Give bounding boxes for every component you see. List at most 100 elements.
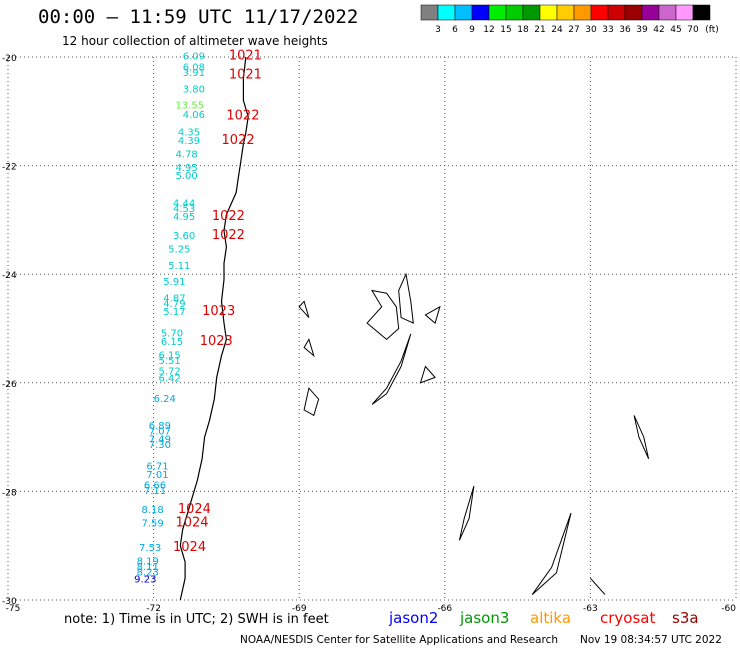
wave-height-label: 3.91 (183, 68, 205, 79)
inland-water-outline (366, 289, 400, 341)
wave-height-label: 7.07 (149, 426, 171, 437)
map-subtitle: 12 hour collection of altimeter wave hei… (62, 34, 328, 48)
longitude-label: -60 (721, 604, 736, 614)
wave-height-label: 4.78 (175, 149, 197, 160)
inland-water-outline (371, 333, 412, 405)
wave-height-label: 7.53 (139, 543, 161, 554)
inland-water-outline (458, 485, 475, 541)
legend-tick-label: 18 (517, 25, 529, 35)
inland-water-outline (424, 305, 441, 324)
map-title: 00:00 – 11:59 UTC 11/17/2022 (38, 6, 359, 28)
wave-height-label: 6.42 (158, 374, 180, 385)
wave-height-label: 5.11 (168, 261, 190, 272)
longitude-label: -63 (583, 604, 598, 614)
wave-height-label: 4.39 (178, 136, 200, 147)
pressure-label: 1022 (212, 228, 245, 243)
graticule (7, 56, 737, 601)
wave-height-label: 4.53 (173, 204, 195, 215)
legend-tick-label: 27 (568, 25, 579, 35)
latitude-label: -26 (2, 380, 17, 390)
wave-height-label: 13.55 (175, 101, 204, 112)
latitude-label: -30 (2, 597, 17, 607)
wave-height-label: 8.11 (137, 562, 159, 573)
pressure-label: 1021 (229, 49, 262, 64)
inland-water-outline (633, 415, 650, 460)
wave-height-label: 7.30 (149, 440, 171, 451)
wave-height-label: 6.24 (154, 394, 176, 405)
latitude-label: -28 (2, 488, 17, 498)
wave-height-label: 5.91 (163, 277, 185, 288)
wave-height-label: 5.17 (163, 307, 185, 318)
satellite-altika: altika (530, 609, 572, 627)
legend-swatch (692, 4, 711, 21)
wave-height-label: 8.23 (137, 568, 159, 579)
wave-height-label: 5.70 (161, 329, 183, 340)
longitude-label: -66 (437, 604, 452, 614)
latitude-label: -22 (2, 163, 17, 173)
longitude-label: -69 (292, 604, 307, 614)
legend-tick-label: 45 (670, 25, 681, 35)
wave-height-label: 8.18 (141, 505, 163, 516)
longitude-label: -75 (6, 604, 21, 614)
pressure-label: 1022 (226, 108, 259, 123)
wave-height-label: 4.95 (173, 212, 195, 223)
wave-height-label: 6.89 (149, 421, 171, 432)
wave-height-label: 4.44 (173, 198, 195, 209)
satellite-jason2: jason2 (389, 609, 439, 627)
wave-height-label: 4.95 (175, 163, 197, 174)
legend-tick-label: 33 (602, 25, 613, 35)
pressure-label: 1022 (212, 209, 245, 224)
wave-height-label: 5.51 (158, 356, 180, 367)
wave-height-label: 7.59 (141, 519, 163, 530)
wave-height-label: 5.25 (168, 244, 190, 255)
wave-height-label: 8.19 (137, 557, 159, 568)
wave-height-label: 4.35 (178, 128, 200, 139)
wave-height-label: 4.87 (163, 293, 185, 304)
longitude-label: -72 (146, 604, 161, 614)
wave-height-label: 3.80 (183, 84, 205, 95)
satellite-cryosat: cryosat (600, 609, 656, 627)
wave-height-label: 7.11 (144, 486, 166, 497)
legend-tick-label: 42 (653, 25, 664, 35)
wave-height-label: 6.09 (183, 52, 205, 63)
wave-height-label: 6.08 (183, 63, 205, 74)
pressure-label: 1024 (173, 540, 206, 555)
wave-height-label: 5.00 (175, 171, 197, 182)
wave-height-label: 3.60 (173, 231, 195, 242)
wave-height-label: 7.01 (146, 470, 168, 481)
satellite-s3a: s3a (672, 609, 699, 627)
legend-tick-label: 39 (636, 25, 648, 35)
satellite-jason3: jason3 (460, 609, 510, 627)
pressure-label: 1022 (222, 133, 255, 148)
pressure-label: 1021 (229, 68, 262, 83)
wave-height-label: 9.23 (134, 575, 156, 586)
legend-tick-label: 9 (469, 25, 475, 35)
legend-tick-label: 24 (551, 25, 563, 35)
latitude-label: -24 (2, 271, 17, 281)
footer-note: note: 1) Time is in UTC; 2) SWH is in fe… (64, 612, 329, 627)
pressure-label: 1023 (200, 334, 233, 349)
inland-water-outline (419, 365, 436, 384)
credit-line: NOAA/NESDIS Center for Satellite Applica… (240, 634, 558, 646)
inland-water-outline (303, 338, 315, 358)
legend-tick-label: 12 (483, 25, 494, 35)
legend-unit: (ft) (705, 25, 719, 35)
legend-tick-label: 6 (452, 25, 458, 35)
inland-water-outline (398, 272, 414, 324)
legend-tick-label: 70 (687, 25, 699, 35)
inland-water-outline (590, 577, 606, 595)
inland-water-outline (298, 300, 310, 318)
wave-height-label: 6.15 (158, 350, 180, 361)
legend-tick-label: 21 (534, 25, 545, 35)
pressure-label: 1023 (202, 304, 235, 319)
legend-tick-label: 30 (585, 25, 597, 35)
inland-water-outline (303, 387, 320, 417)
wave-height-label: 6.66 (144, 481, 166, 492)
color-legend: 3 6 9 12 15 18 21 24 27 30 33 36 39 42 45 70 (ft) (420, 4, 719, 35)
legend-tick-label: 15 (500, 25, 511, 35)
generated-timestamp: Nov 19 08:34:57 UTC 2022 (580, 634, 722, 646)
latitude-label: -20 (2, 54, 17, 64)
wave-height-label: 6.15 (161, 337, 183, 348)
